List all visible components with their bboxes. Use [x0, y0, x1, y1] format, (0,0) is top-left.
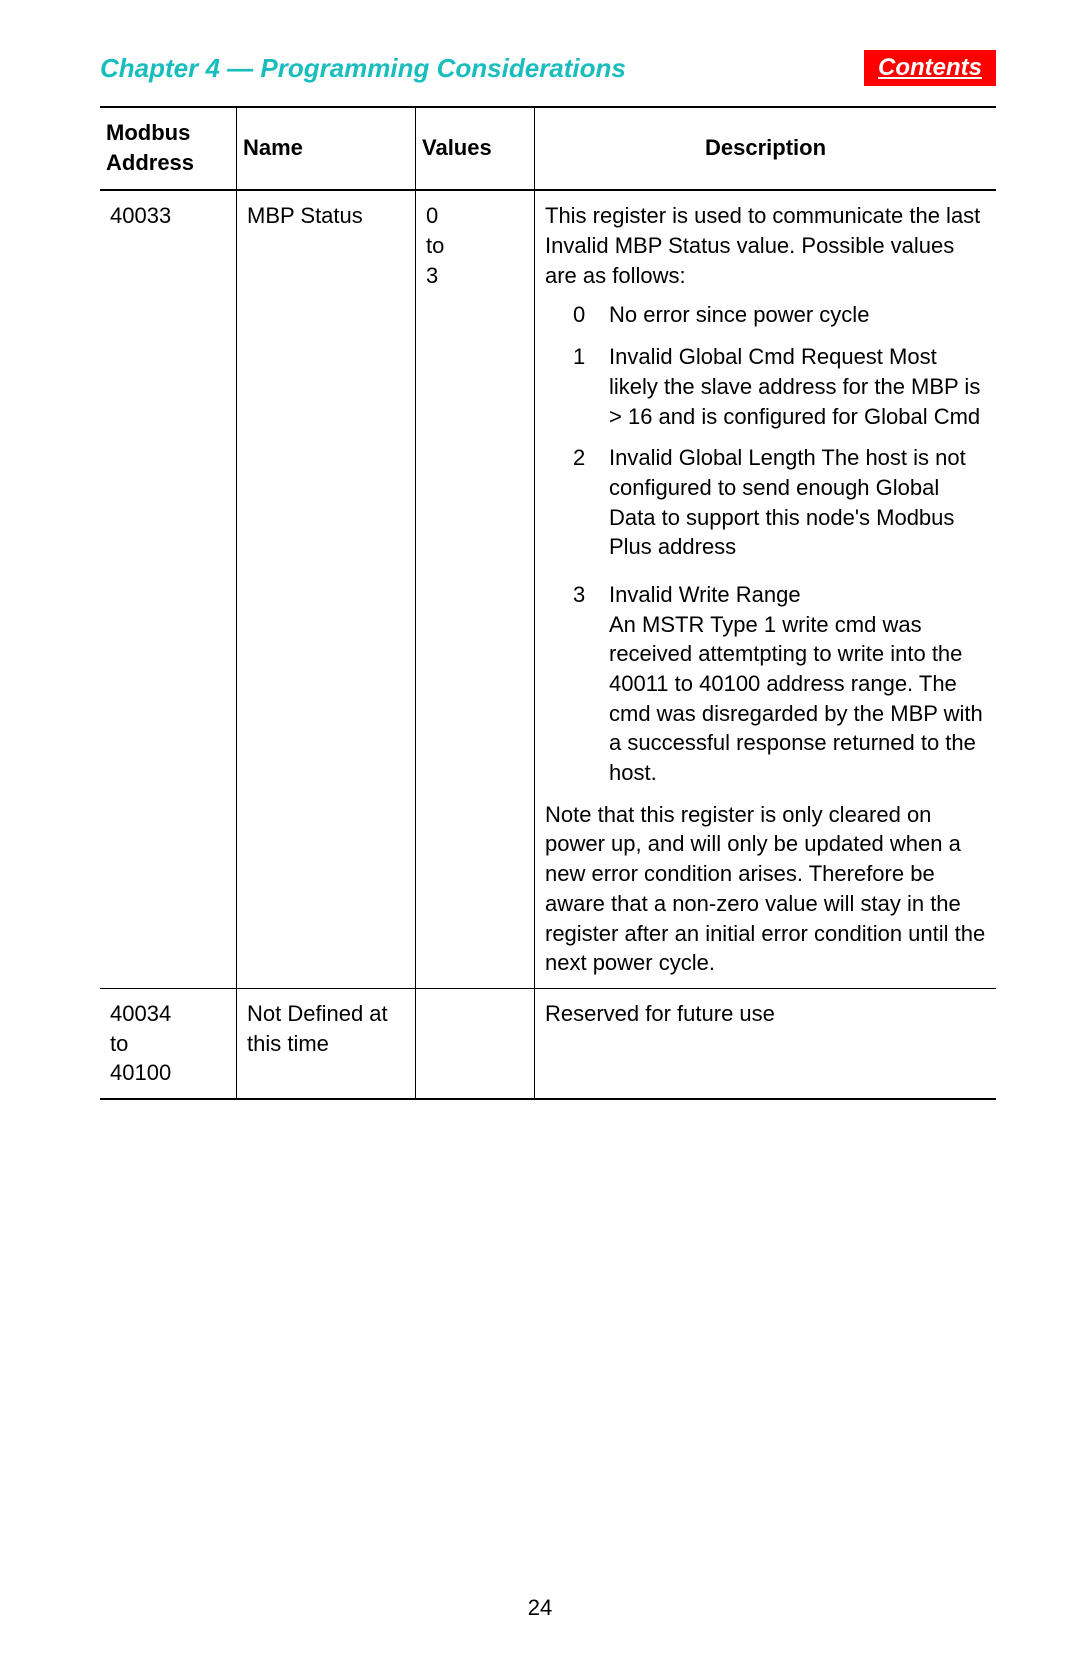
- enum-item: 1 Invalid Global Cmd Request Most likely…: [573, 342, 988, 431]
- cell-values: [416, 988, 535, 1099]
- col-name: Name: [237, 107, 416, 190]
- contents-link[interactable]: Contents: [864, 50, 996, 86]
- desc-note: Note that this register is only cleared …: [545, 800, 988, 978]
- cell-description: This register is used to communicate the…: [535, 190, 997, 988]
- cell-name: Not Defined at this time: [237, 988, 416, 1099]
- register-table: Modbus Address Name Values Description 4…: [100, 106, 996, 1100]
- table-row: 40033 MBP Status 0to3 This register is u…: [100, 190, 996, 988]
- cell-values: 0to3: [416, 190, 535, 988]
- enum-number: 1: [573, 342, 609, 431]
- enum-item: 2 Invalid Global Length The host is not …: [573, 443, 988, 562]
- cell-name: MBP Status: [237, 190, 416, 988]
- enum-item: 3 Invalid Write RangeAn MSTR Type 1 writ…: [573, 580, 988, 788]
- enum-text: No error since power cycle: [609, 300, 988, 330]
- table-header-row: Modbus Address Name Values Description: [100, 107, 996, 190]
- cell-address: 40034to40100: [100, 988, 237, 1099]
- enum-text: Invalid Global Length The host is not co…: [609, 443, 988, 562]
- enum-text: Invalid Global Cmd Request Most likely t…: [609, 342, 988, 431]
- enum-number: 0: [573, 300, 609, 330]
- page-number: 24: [0, 1595, 1080, 1621]
- enum-number: 2: [573, 443, 609, 562]
- desc-intro: This register is used to communicate the…: [545, 201, 988, 290]
- cell-address: 40033: [100, 190, 237, 988]
- enum-item: 0 No error since power cycle: [573, 300, 988, 330]
- document-page: Chapter 4 — Programming Considerations C…: [0, 0, 1080, 1669]
- table-row: 40034to40100 Not Defined at this time Re…: [100, 988, 996, 1099]
- cell-description: Reserved for future use: [535, 988, 997, 1099]
- enum-number: 3: [573, 580, 609, 788]
- page-header: Chapter 4 — Programming Considerations C…: [100, 50, 996, 86]
- col-description: Description: [535, 107, 997, 190]
- col-values: Values: [416, 107, 535, 190]
- enum-text: Invalid Write RangeAn MSTR Type 1 write …: [609, 580, 988, 788]
- col-address: Modbus Address: [100, 107, 237, 190]
- chapter-title: Chapter 4 — Programming Considerations: [100, 53, 626, 84]
